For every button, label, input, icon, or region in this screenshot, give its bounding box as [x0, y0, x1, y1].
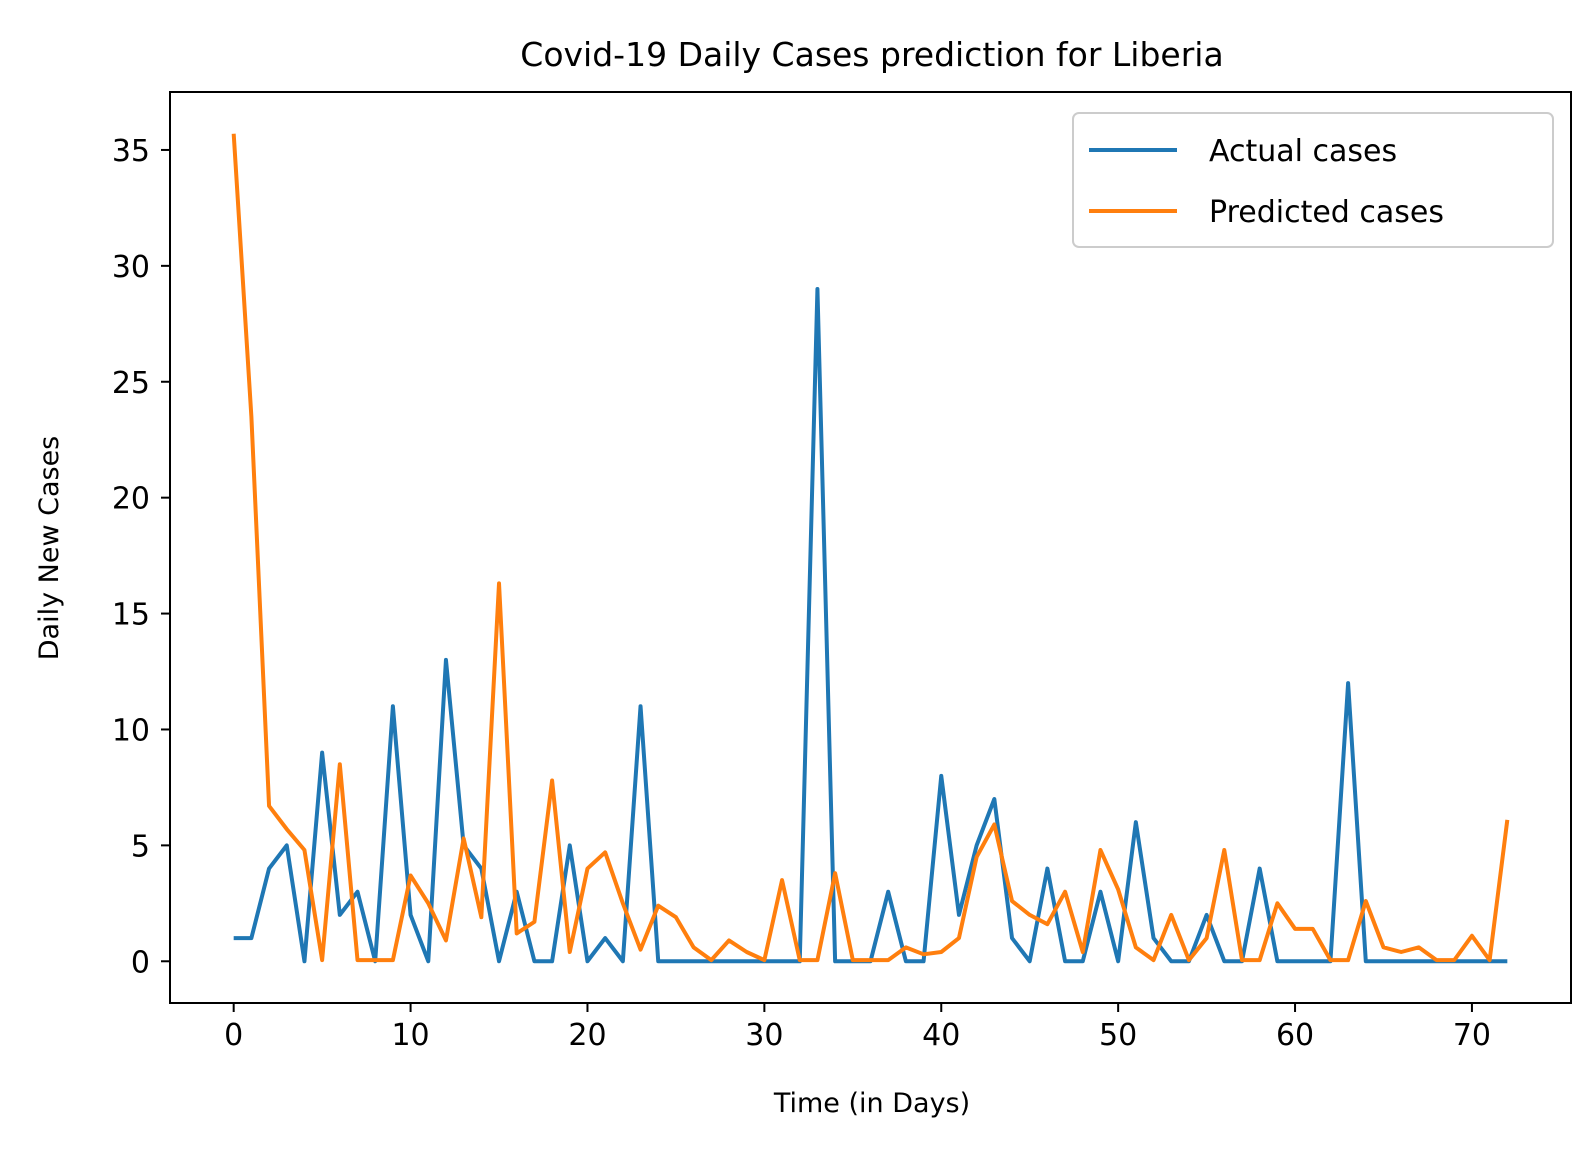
x-axis: 0 10 20 30 40 50 60 70 [224, 1003, 1491, 1053]
legend-box [1072, 112, 1554, 248]
legend-label-actual: Actual cases [1209, 134, 1397, 169]
y-tick-label: 35 [112, 134, 150, 169]
x-axis-label: Time (in Days) [773, 1088, 970, 1119]
x-tick-label: 30 [745, 1018, 783, 1053]
x-tick-label: 40 [922, 1018, 960, 1053]
y-tick-label: 25 [112, 366, 150, 401]
x-tick-label: 10 [391, 1018, 429, 1053]
y-tick-label: 10 [112, 713, 150, 748]
axes-frame [169, 91, 1572, 1004]
series-layer [231, 133, 1510, 964]
legend-label-predicted: Predicted cases [1209, 195, 1444, 230]
y-tick-label: 30 [112, 250, 150, 285]
y-axis-label: Daily New Cases [34, 436, 65, 661]
y-tick-label: 5 [131, 829, 150, 864]
x-tick-label: 20 [568, 1018, 606, 1053]
x-tick-label: 70 [1453, 1018, 1491, 1053]
x-tick-label: 60 [1276, 1018, 1314, 1053]
series-line-predicted [231, 133, 1510, 963]
y-tick-label: 20 [112, 482, 150, 517]
x-tick-label: 0 [224, 1018, 243, 1053]
x-tick-label: 50 [1099, 1018, 1137, 1053]
y-tick-label: 0 [131, 945, 150, 980]
chart-title: Covid-19 Daily Cases prediction for Libe… [520, 35, 1223, 74]
y-tick-label: 15 [112, 598, 150, 633]
y-axis: 0 5 10 15 20 25 30 35 [112, 134, 170, 980]
legend: Actual cases Predicted cases [1072, 112, 1554, 248]
plot-area [169, 91, 1572, 1004]
